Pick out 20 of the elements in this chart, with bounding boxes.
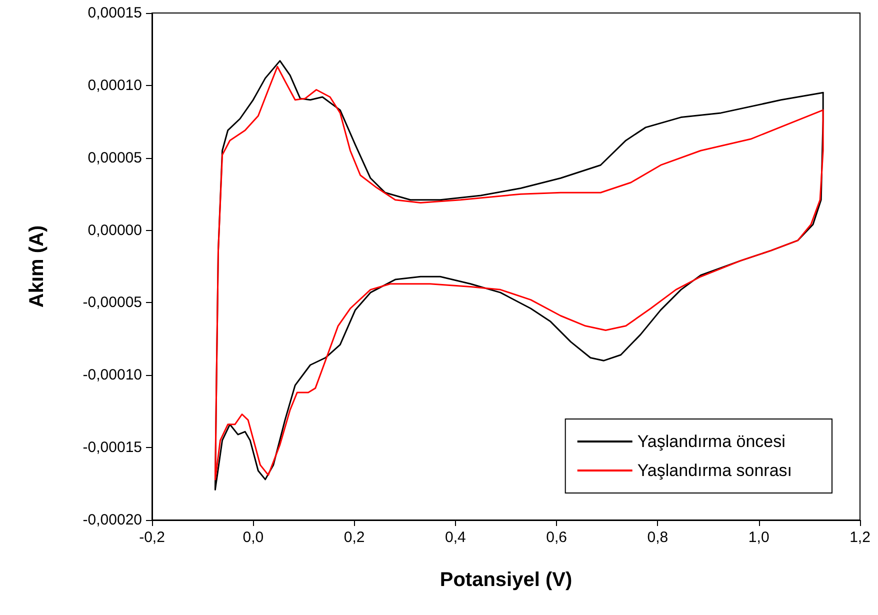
x-tick-label: 0,6 (546, 529, 567, 546)
y-tick-label: 0,00000 (88, 222, 142, 239)
legend-label: Yaşlandırma sonrası (637, 461, 792, 480)
x-tick-label: 0,4 (445, 529, 466, 546)
y-tick-label: -0,00010 (82, 366, 142, 384)
y-tick-label: -0,00020 (82, 512, 142, 528)
y-tick-label: 0,00015 (88, 4, 142, 22)
x-axis-title: Potansiyel (V) (440, 569, 572, 591)
x-tick-label: -0,2 (139, 529, 165, 546)
y-tick-label: -0,00005 (82, 294, 142, 312)
y-axis-title: Akım (A) (26, 225, 48, 308)
y-tick-label: 0,00010 (88, 76, 142, 94)
y-tick-label: -0,00015 (82, 439, 142, 456)
x-tick-label: 0,8 (647, 529, 668, 546)
x-tick-label: 0,2 (344, 529, 365, 546)
legend-label: Yaşlandırma öncesi (637, 432, 786, 451)
x-tick-label: 1,0 (748, 529, 770, 546)
y-tick-label: 0,00005 (88, 149, 142, 166)
x-tick-label: 1,2 (850, 529, 870, 546)
x-tick-label: 0,0 (242, 529, 264, 546)
